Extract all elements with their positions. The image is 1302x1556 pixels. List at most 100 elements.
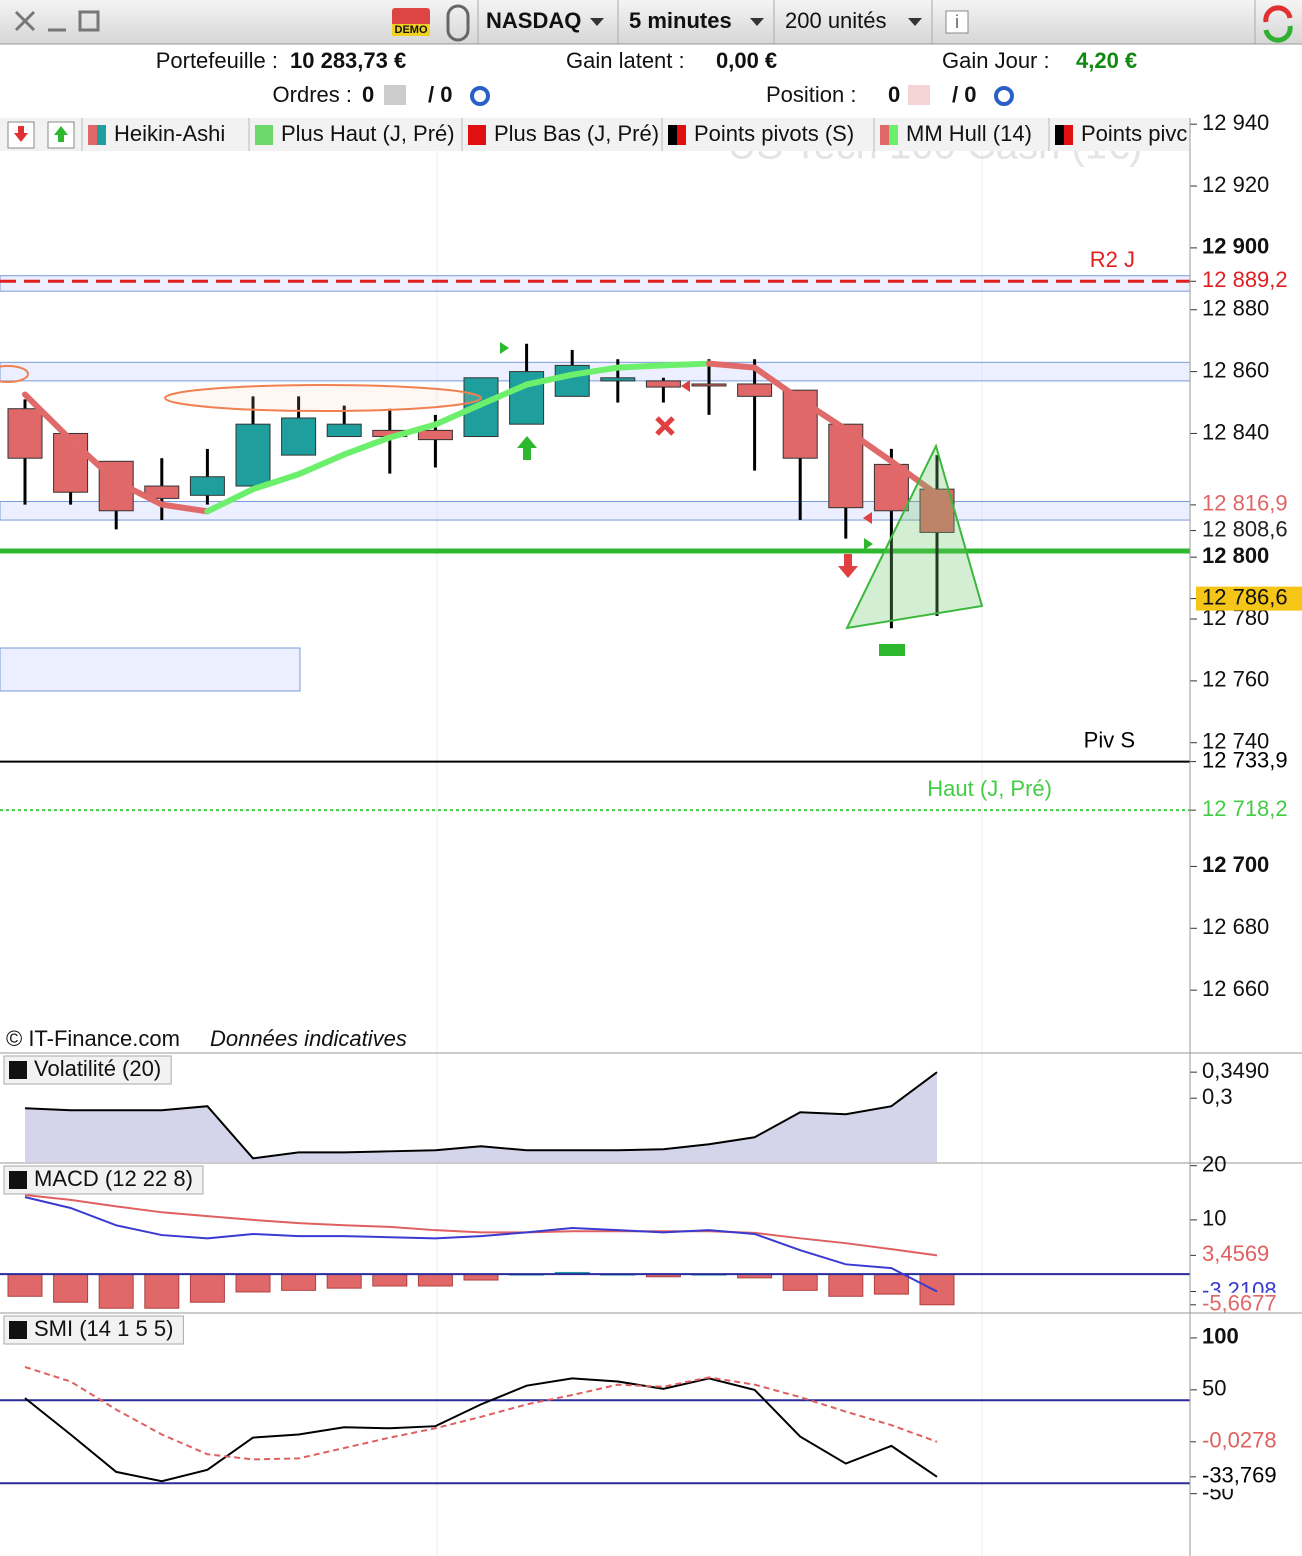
legend-entry[interactable]: MM Hull (14) bbox=[906, 121, 1032, 146]
position-label: Position : bbox=[766, 82, 857, 107]
hull-ma-segment bbox=[204, 486, 256, 515]
value-label-box bbox=[1196, 1464, 1302, 1489]
position-total: / 0 bbox=[952, 82, 976, 107]
hull-ma-segment bbox=[295, 451, 348, 478]
panel-swatch bbox=[9, 1061, 27, 1079]
macd-histogram-bar bbox=[372, 1273, 408, 1287]
link-icon[interactable] bbox=[446, 4, 470, 42]
legend-swatch bbox=[264, 125, 273, 145]
panel-title: SMI (14 1 5 5) bbox=[34, 1316, 173, 1341]
hull-ma-segment bbox=[706, 360, 758, 371]
value-label: -5,6677 bbox=[1202, 1291, 1277, 1316]
orders-value: 0 bbox=[362, 82, 374, 107]
plot-background bbox=[0, 118, 1190, 1556]
value-label-box bbox=[1196, 586, 1302, 611]
hull-ma-segment bbox=[67, 436, 120, 485]
toolbar bbox=[0, 0, 1302, 44]
value-label-box bbox=[1196, 492, 1302, 517]
smi-line bbox=[24, 1377, 938, 1483]
units-dropdown[interactable]: 200 unités bbox=[785, 8, 887, 33]
legend-swatch bbox=[468, 125, 477, 145]
macd-histogram-bar bbox=[189, 1273, 225, 1303]
disclaimer: Données indicatives bbox=[210, 1026, 407, 1051]
smi-line bbox=[24, 1366, 938, 1461]
legend-entry[interactable]: Plus Bas (J, Pré) bbox=[494, 121, 659, 146]
latent-gain-label: Gain latent : bbox=[566, 48, 685, 73]
legend-swatch bbox=[668, 125, 677, 145]
candle-body bbox=[7, 408, 43, 459]
portfolio-label: Portefeuille : bbox=[156, 48, 278, 73]
y-tick-label: 12 700 bbox=[1202, 852, 1269, 877]
legend-background bbox=[0, 118, 1190, 151]
y-tick-label: 100 bbox=[1202, 1324, 1239, 1349]
y-tick-label: 12 920 bbox=[1202, 172, 1269, 197]
macd-histogram-bar bbox=[144, 1273, 180, 1309]
close-button[interactable] bbox=[14, 10, 36, 32]
level-name: Haut (J, Pré) bbox=[927, 776, 1052, 801]
hull-ma-segment bbox=[113, 478, 165, 508]
price-axis: 12 940 12 920 12 900 12 880 12 860 12 840 12 8… bbox=[1190, 110, 1302, 1505]
up-arrow-icon bbox=[54, 126, 68, 142]
legend-entry[interactable]: Heikin-Ashi bbox=[114, 121, 225, 146]
value-label-box bbox=[1196, 518, 1302, 543]
legend-bar: Heikin-Ashi Plus Haut (J, Pré) Plus Bas (J… bbox=[0, 118, 1190, 151]
dropdown-arrow bbox=[750, 18, 764, 26]
value-label: 12 718,2 bbox=[1202, 796, 1288, 821]
maximize-button[interactable] bbox=[78, 10, 100, 32]
y-tick-label: 20 bbox=[1202, 1152, 1226, 1177]
legend-entry[interactable]: Points pivc bbox=[1081, 121, 1187, 146]
value-label: 12 889,2 bbox=[1202, 267, 1288, 292]
value-label: 3,4569 bbox=[1202, 1241, 1269, 1266]
legend-swatch bbox=[97, 125, 106, 145]
position-close-icon[interactable] bbox=[908, 85, 930, 105]
panel-title-box bbox=[3, 1315, 184, 1345]
macd-line bbox=[24, 1196, 938, 1293]
orders-settings-icon[interactable] bbox=[470, 86, 490, 106]
legend-swatch bbox=[1055, 125, 1064, 145]
y-tick-label: 12 860 bbox=[1202, 357, 1269, 382]
latent-gain-value: 0,00 € bbox=[716, 48, 777, 73]
value-label-box bbox=[1196, 269, 1302, 294]
legend-entry[interactable]: Plus Haut (J, Pré) bbox=[281, 121, 455, 146]
macd-histogram-bar bbox=[7, 1273, 43, 1297]
day-gain-value: 4,20 € bbox=[1076, 48, 1137, 73]
orders-total: / 0 bbox=[428, 82, 452, 107]
market-dropdown[interactable]: NASDAQ bbox=[486, 8, 581, 33]
candle-body bbox=[326, 423, 362, 438]
macd-histogram-bar bbox=[828, 1273, 864, 1297]
legend-entry[interactable]: Points pivots (S) bbox=[694, 121, 854, 146]
position-settings-icon[interactable] bbox=[994, 86, 1014, 106]
demo-icon[interactable]: DEMO bbox=[392, 8, 430, 36]
hull-ma-segment bbox=[341, 434, 393, 458]
y-tick-label: 12 940 bbox=[1202, 110, 1269, 135]
candle-body bbox=[691, 383, 727, 387]
orders-cancel-icon[interactable] bbox=[384, 85, 406, 105]
value-label-box bbox=[1196, 749, 1302, 774]
macd-histogram-bar bbox=[235, 1273, 271, 1293]
volatility-line bbox=[24, 1071, 938, 1160]
info-icon: i bbox=[955, 12, 959, 32]
macd-line bbox=[24, 1193, 938, 1257]
hull-ma-segment bbox=[22, 391, 74, 443]
y-tick-label: 0,3490 bbox=[1202, 1058, 1269, 1083]
info-button[interactable] bbox=[945, 10, 969, 34]
annotations bbox=[0, 342, 984, 692]
hull-ma-segment bbox=[158, 501, 211, 515]
value-label: 12 808,6 bbox=[1202, 516, 1288, 541]
panel-title-box bbox=[3, 1165, 204, 1195]
value-label-box bbox=[1196, 1243, 1302, 1268]
candle-body bbox=[144, 485, 180, 499]
legend-swatch bbox=[1064, 125, 1073, 145]
interval-dropdown[interactable]: 5 minutes bbox=[629, 8, 732, 33]
position-value: 0 bbox=[888, 82, 900, 107]
legend-swatch bbox=[677, 125, 686, 145]
refresh-button[interactable] bbox=[1263, 5, 1293, 43]
down-arrow-icon bbox=[14, 126, 28, 142]
value-label-box bbox=[1196, 798, 1302, 823]
macd-histogram-bar bbox=[326, 1273, 362, 1289]
hull-ma-segment bbox=[386, 421, 439, 441]
hull-ma-segment bbox=[797, 396, 849, 433]
pivot-zone bbox=[0, 275, 1190, 292]
